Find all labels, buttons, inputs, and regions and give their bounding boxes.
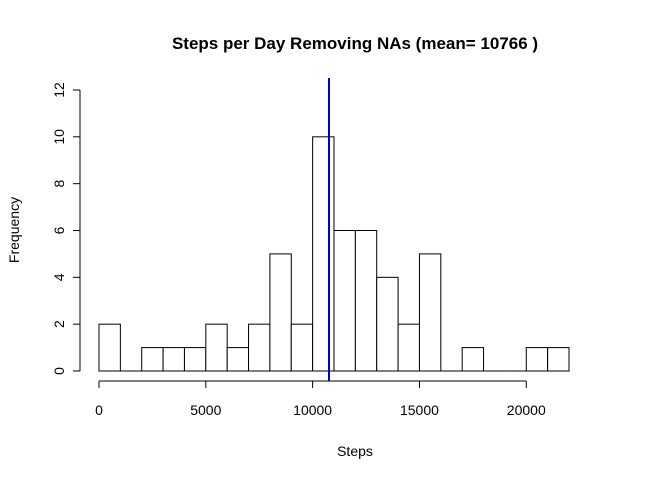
histogram-bar bbox=[333, 230, 356, 372]
histogram-bar bbox=[248, 323, 271, 372]
y-tick-label: 4 bbox=[51, 273, 67, 281]
x-tick-label: 0 bbox=[95, 402, 103, 418]
histogram-bar bbox=[162, 347, 185, 372]
histogram-bar bbox=[376, 276, 399, 372]
histogram-bar bbox=[290, 323, 314, 372]
x-axis: 0 5000 10000 15000 20000 bbox=[95, 380, 546, 418]
histogram-bar bbox=[312, 136, 335, 372]
y-axis-label: Frequency bbox=[6, 197, 22, 263]
histogram-bar bbox=[226, 347, 250, 372]
x-tick-label: 20000 bbox=[507, 402, 546, 418]
histogram-bar bbox=[525, 347, 549, 372]
histogram-bar bbox=[98, 323, 121, 372]
histogram-bar bbox=[269, 253, 292, 372]
x-tick-label: 15000 bbox=[400, 402, 439, 418]
histogram-bar bbox=[183, 347, 207, 372]
x-tick-label: 5000 bbox=[190, 402, 221, 418]
histogram-bar bbox=[205, 323, 228, 372]
y-tick-label: 0 bbox=[51, 367, 67, 375]
y-tick-label: 10 bbox=[51, 129, 67, 145]
y-tick-label: 8 bbox=[51, 180, 67, 188]
histogram-bar bbox=[141, 347, 164, 372]
y-tick-label: 12 bbox=[51, 82, 67, 98]
bars-layer bbox=[98, 136, 570, 372]
histogram-bar bbox=[461, 347, 485, 372]
histogram-bar bbox=[547, 347, 570, 372]
y-tick-label: 2 bbox=[51, 320, 67, 328]
y-tick-label: 6 bbox=[51, 226, 67, 234]
y-axis: 0 2 4 6 8 10 12 bbox=[51, 82, 81, 375]
histogram-bar bbox=[418, 253, 442, 372]
histogram-bar bbox=[354, 230, 378, 372]
x-axis-label: Steps bbox=[337, 443, 373, 459]
chart-title: Steps per Day Removing NAs (mean= 10766 … bbox=[172, 34, 538, 53]
x-tick-label: 10000 bbox=[293, 402, 332, 418]
histogram-bar bbox=[397, 323, 420, 372]
